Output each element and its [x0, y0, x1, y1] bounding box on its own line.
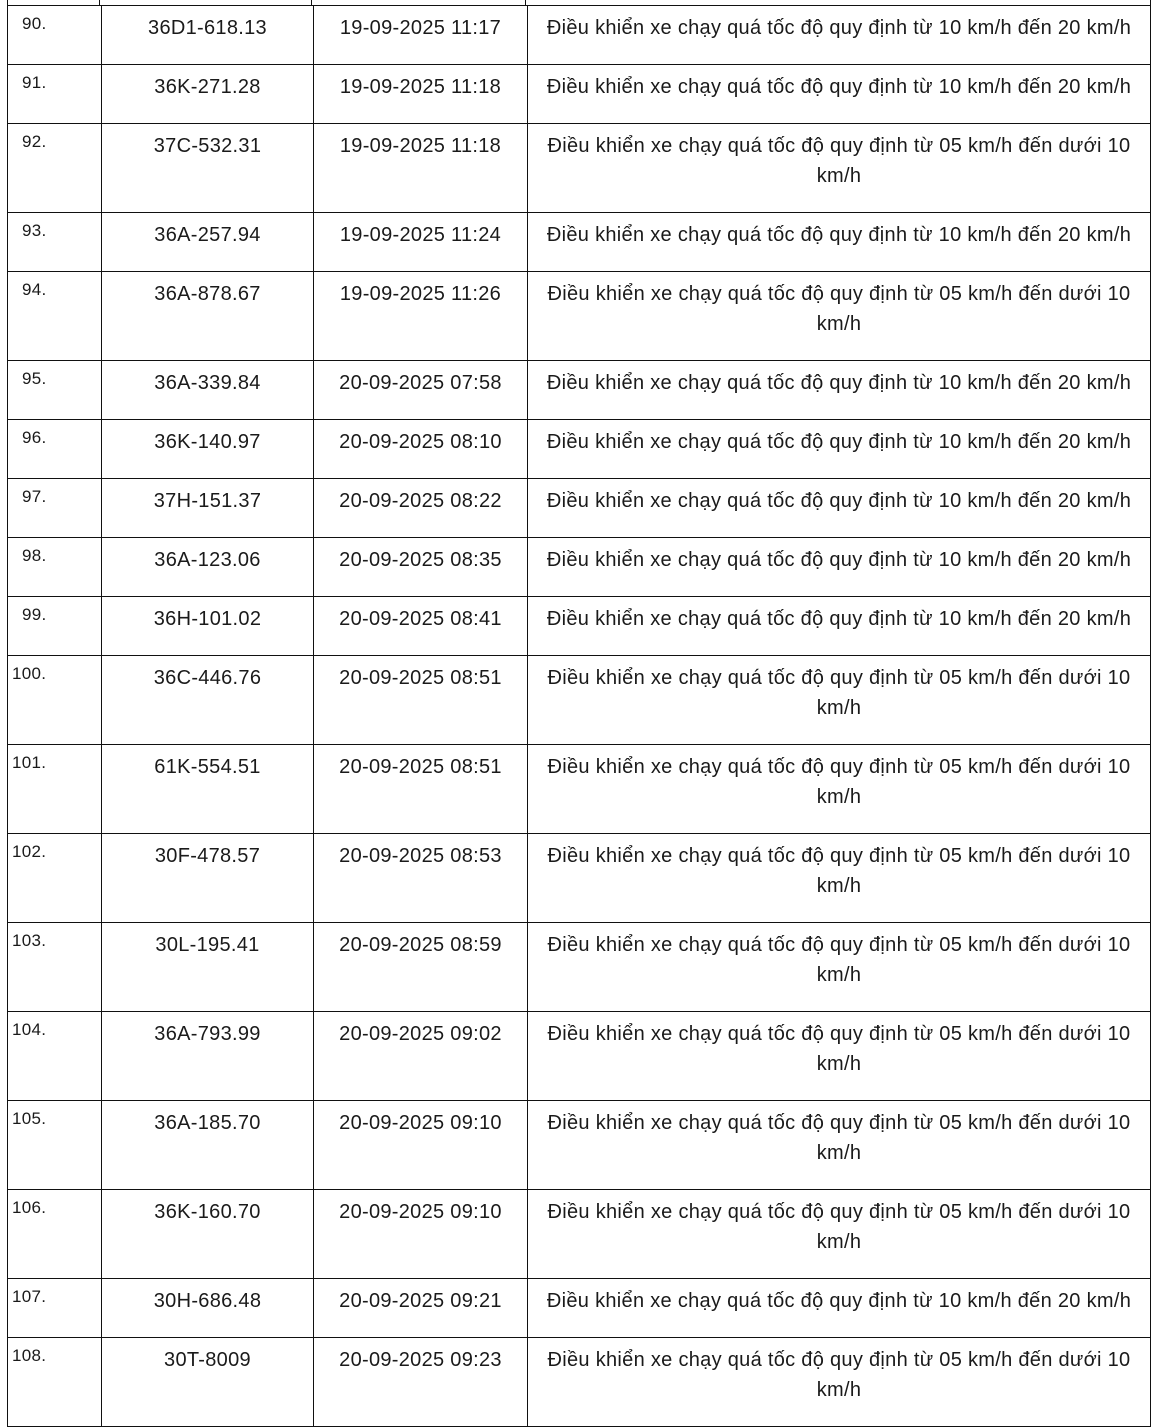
violation-time: 20-09-2025 07:58 — [313, 360, 528, 420]
row-number: 101. — [7, 744, 102, 834]
violation-description: Điều khiển xe chạy quá tốc độ quy định t… — [527, 744, 1151, 834]
license-plate: 36K-140.97 — [101, 419, 314, 479]
table-top-continuation — [7, 0, 1151, 5]
violation-time: 20-09-2025 09:10 — [313, 1100, 528, 1190]
license-plate: 36A-257.94 — [101, 212, 314, 272]
violation-description: Điều khiển xe chạy quá tốc độ quy định t… — [527, 419, 1151, 479]
violation-time: 19-09-2025 11:18 — [313, 123, 528, 213]
violation-time: 19-09-2025 11:18 — [313, 64, 528, 124]
violation-time: 19-09-2025 11:24 — [313, 212, 528, 272]
row-number: 106. — [7, 1189, 102, 1279]
row-number: 104. — [7, 1011, 102, 1101]
table-row: 105. 36A-185.70 20-09-2025 09:10 Điều khiển… — [7, 1100, 1151, 1190]
row-number: 95. — [7, 360, 102, 420]
row-number: 94. — [7, 271, 102, 361]
violation-time: 20-09-2025 09:21 — [313, 1278, 528, 1338]
table-row: 98. 36A-123.06 20-09-2025 08:35 Điều khiển … — [7, 537, 1151, 597]
license-plate: 30T-8009 — [101, 1337, 314, 1427]
violation-time: 20-09-2025 09:02 — [313, 1011, 528, 1101]
violation-description: Điều khiển xe chạy quá tốc độ quy định t… — [527, 537, 1151, 597]
violation-time: 20-09-2025 08:41 — [313, 596, 528, 656]
license-plate: 36A-123.06 — [101, 537, 314, 597]
table-row: 97. 37H-151.37 20-09-2025 08:22 Điều khiển … — [7, 478, 1151, 538]
license-plate: 36A-793.99 — [101, 1011, 314, 1101]
violation-description: Điều khiển xe chạy quá tốc độ quy định t… — [527, 64, 1151, 124]
row-number: 102. — [7, 833, 102, 923]
row-number: 90. — [7, 5, 102, 65]
table-row: 100. 36C-446.76 20-09-2025 08:51 Điều khiển… — [7, 655, 1151, 745]
table-row: 96. 36K-140.97 20-09-2025 08:10 Điều khiển … — [7, 419, 1151, 479]
violation-description: Điều khiển xe chạy quá tốc độ quy định t… — [527, 1278, 1151, 1338]
row-number: 96. — [7, 419, 102, 479]
license-plate: 36C-446.76 — [101, 655, 314, 745]
table-row: 99. 36H-101.02 20-09-2025 08:41 Điều khiển … — [7, 596, 1151, 656]
table-row: 91. 36K-271.28 19-09-2025 11:18 Điều khiển … — [7, 64, 1151, 124]
violation-time: 19-09-2025 11:17 — [313, 5, 528, 65]
violation-description: Điều khiển xe chạy quá tốc độ quy định t… — [527, 271, 1151, 361]
violation-time: 20-09-2025 08:53 — [313, 833, 528, 923]
violation-time: 20-09-2025 08:59 — [313, 922, 528, 1012]
violations-table: 90. 36D1-618.13 19-09-2025 11:17 Điều khiển… — [7, 5, 1151, 1427]
table-row: 92. 37C-532.31 19-09-2025 11:18 Điều khiển … — [7, 123, 1151, 213]
table-row: 102. 30F-478.57 20-09-2025 08:53 Điều khiển… — [7, 833, 1151, 923]
license-plate: 61K-554.51 — [101, 744, 314, 834]
violation-description: Điều khiển xe chạy quá tốc độ quy định t… — [527, 1011, 1151, 1101]
violation-description: Điều khiển xe chạy quá tốc độ quy định t… — [527, 596, 1151, 656]
violation-description: Điều khiển xe chạy quá tốc độ quy định t… — [527, 833, 1151, 923]
license-plate: 36H-101.02 — [101, 596, 314, 656]
violation-time: 20-09-2025 09:23 — [313, 1337, 528, 1427]
row-number: 97. — [7, 478, 102, 538]
license-plate: 36D1-618.13 — [101, 5, 314, 65]
table-row: 106. 36K-160.70 20-09-2025 09:10 Điều khiển… — [7, 1189, 1151, 1279]
violation-description: Điều khiển xe chạy quá tốc độ quy định t… — [527, 655, 1151, 745]
license-plate: 30F-478.57 — [101, 833, 314, 923]
table-row: 103. 30L-195.41 20-09-2025 08:59 Điều khiển… — [7, 922, 1151, 1012]
row-number: 107. — [7, 1278, 102, 1338]
violation-description: Điều khiển xe chạy quá tốc độ quy định t… — [527, 360, 1151, 420]
table-row: 94. 36A-878.67 19-09-2025 11:26 Điều khiển … — [7, 271, 1151, 361]
violation-description: Điều khiển xe chạy quá tốc độ quy định t… — [527, 123, 1151, 213]
table-row: 107. 30H-686.48 20-09-2025 09:21 Điều khiển… — [7, 1278, 1151, 1338]
table-row: 93. 36A-257.94 19-09-2025 11:24 Điều khiển … — [7, 212, 1151, 272]
violation-description: Điều khiển xe chạy quá tốc độ quy định t… — [527, 5, 1151, 65]
table-row: 108. 30T-8009 20-09-2025 09:23 Điều khiển x… — [7, 1337, 1151, 1427]
violation-description: Điều khiển xe chạy quá tốc độ quy định t… — [527, 1337, 1151, 1427]
violation-description: Điều khiển xe chạy quá tốc độ quy định t… — [527, 478, 1151, 538]
row-number: 91. — [7, 64, 102, 124]
violation-time: 20-09-2025 08:35 — [313, 537, 528, 597]
violation-time: 20-09-2025 08:10 — [313, 419, 528, 479]
row-number: 100. — [7, 655, 102, 745]
license-plate: 30H-686.48 — [101, 1278, 314, 1338]
violation-description: Điều khiển xe chạy quá tốc độ quy định t… — [527, 922, 1151, 1012]
violation-time: 20-09-2025 08:51 — [313, 744, 528, 834]
table-row: 101. 61K-554.51 20-09-2025 08:51 Điều khiển… — [7, 744, 1151, 834]
row-number: 98. — [7, 537, 102, 597]
row-number: 93. — [7, 212, 102, 272]
row-number: 99. — [7, 596, 102, 656]
row-number: 108. — [7, 1337, 102, 1427]
row-number: 92. — [7, 123, 102, 213]
violations-table-body: 90. 36D1-618.13 19-09-2025 11:17 Điều khiển… — [7, 5, 1151, 1427]
row-number: 103. — [7, 922, 102, 1012]
license-plate: 36A-185.70 — [101, 1100, 314, 1190]
violation-time: 20-09-2025 09:10 — [313, 1189, 528, 1279]
table-row: 90. 36D1-618.13 19-09-2025 11:17 Điều khiển… — [7, 5, 1151, 65]
license-plate: 36A-339.84 — [101, 360, 314, 420]
violation-time: 19-09-2025 11:26 — [313, 271, 528, 361]
violation-description: Điều khiển xe chạy quá tốc độ quy định t… — [527, 212, 1151, 272]
license-plate: 37H-151.37 — [101, 478, 314, 538]
violation-time: 20-09-2025 08:51 — [313, 655, 528, 745]
violation-description: Điều khiển xe chạy quá tốc độ quy định t… — [527, 1100, 1151, 1190]
license-plate: 36A-878.67 — [101, 271, 314, 361]
table-row: 104. 36A-793.99 20-09-2025 09:02 Điều khiển… — [7, 1011, 1151, 1101]
table-row: 95. 36A-339.84 20-09-2025 07:58 Điều khiển … — [7, 360, 1151, 420]
license-plate: 36K-160.70 — [101, 1189, 314, 1279]
row-number: 105. — [7, 1100, 102, 1190]
license-plate: 36K-271.28 — [101, 64, 314, 124]
license-plate: 37C-532.31 — [101, 123, 314, 213]
violation-time: 20-09-2025 08:22 — [313, 478, 528, 538]
violation-description: Điều khiển xe chạy quá tốc độ quy định t… — [527, 1189, 1151, 1279]
license-plate: 30L-195.41 — [101, 922, 314, 1012]
